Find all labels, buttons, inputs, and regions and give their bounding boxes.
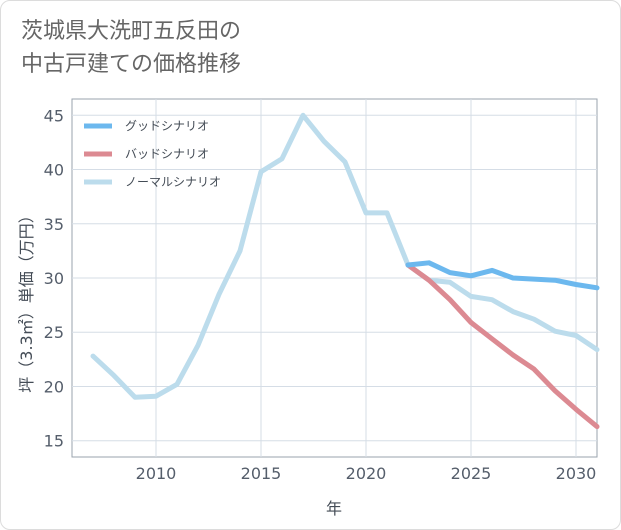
x-axis-label: 年 bbox=[326, 499, 342, 518]
y-tick-label: 30 bbox=[44, 269, 64, 288]
series-line-good bbox=[405, 260, 600, 291]
y-tick-label: 35 bbox=[44, 215, 64, 234]
y-tick-label: 40 bbox=[44, 161, 64, 180]
chart-title-line-2: 中古戸建ての価格推移 bbox=[21, 52, 242, 77]
y-axis-ticks: 15 20 25 30 35 40 45 bbox=[44, 106, 64, 450]
chart-title-line-1: 茨城県大洗町五反田の bbox=[21, 19, 242, 44]
x-axis-ticks: 2010 2015 2020 2025 2030 bbox=[136, 464, 597, 483]
y-axis-label: 坪（3.3㎡）単価（万円） bbox=[17, 207, 36, 392]
series-lines bbox=[90, 112, 600, 430]
y-tick-label: 25 bbox=[44, 323, 64, 342]
series-line-normal bbox=[90, 112, 600, 400]
legend-label-good: グッドシナリオ bbox=[125, 119, 209, 133]
grid-lines bbox=[72, 99, 597, 457]
x-tick-label: 2015 bbox=[241, 464, 282, 483]
legend-label-normal: ノーマルシナリオ bbox=[125, 175, 221, 189]
y-tick-label: 45 bbox=[44, 106, 64, 125]
x-tick-label: 2025 bbox=[451, 464, 492, 483]
y-tick-label: 20 bbox=[44, 377, 64, 396]
y-tick-label: 15 bbox=[44, 432, 64, 451]
legend-label-bad: バッドシナリオ bbox=[125, 147, 209, 161]
chart-title: 茨城県大洗町五反田の 中古戸建ての価格推移 bbox=[21, 15, 241, 81]
x-tick-label: 2010 bbox=[136, 464, 177, 483]
x-tick-label: 2020 bbox=[346, 464, 387, 483]
x-tick-label: 2030 bbox=[556, 464, 597, 483]
series-line-bad bbox=[405, 262, 600, 430]
